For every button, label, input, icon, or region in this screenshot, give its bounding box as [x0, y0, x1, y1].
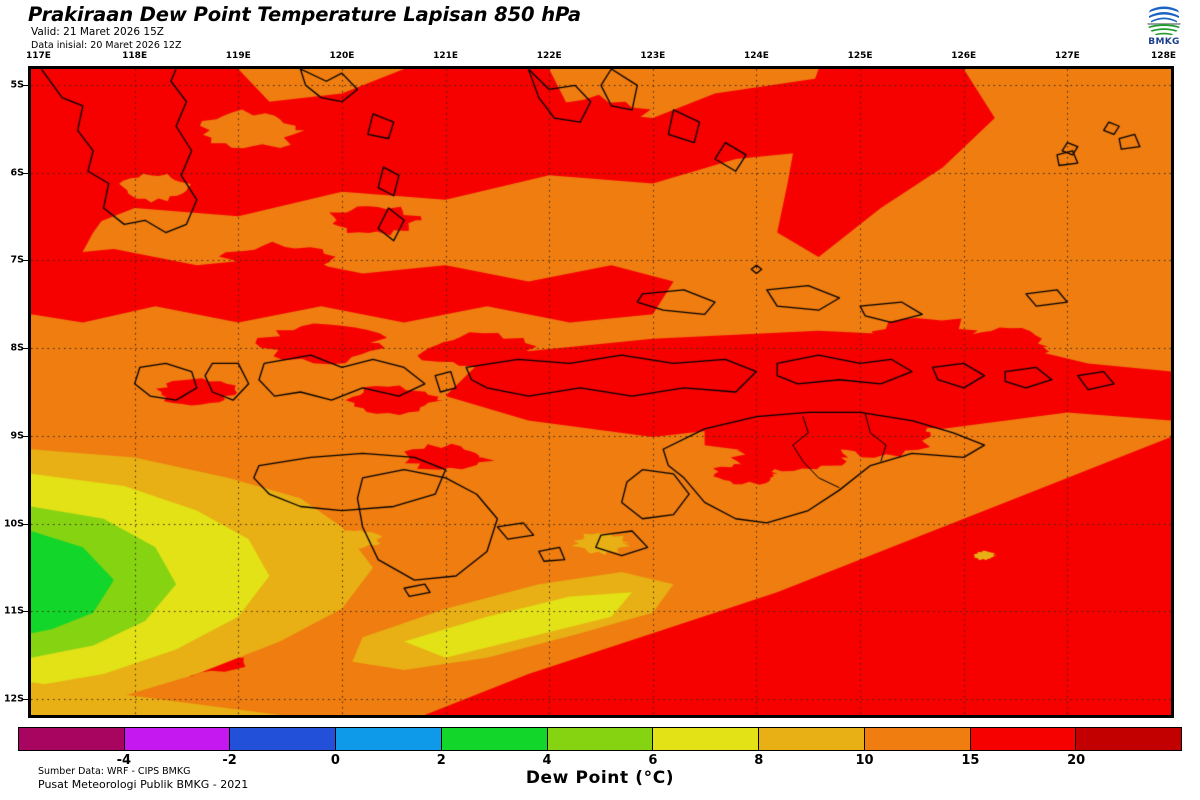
colorbar-tick-0: 0: [330, 753, 340, 768]
colorbar-tick-neg2: -2: [222, 753, 237, 768]
colorbar-segment-10: [1076, 728, 1182, 750]
lon-tick-117e: 117E: [26, 51, 51, 61]
bmkg-logo-icon: [1147, 3, 1181, 37]
lat-tick-11s: 11S: [3, 605, 24, 617]
initial-data-label: Data inisial: 20 Maret 2026 12Z: [31, 40, 182, 51]
colorbar-segment-1: [124, 728, 231, 750]
colorbar-segment-8: [864, 728, 971, 750]
header: Prakiraan Dew Point Temperature Lapisan …: [0, 0, 1200, 60]
lat-tick-mark: [22, 435, 28, 437]
lon-tick-124e: 124E: [743, 51, 769, 61]
colorbar-tick-2: 2: [436, 753, 446, 768]
bmkg-logo: BMKG: [1136, 2, 1192, 54]
lon-tick-120e: 120E: [329, 51, 355, 61]
colorbar-tick-15: 15: [961, 753, 980, 768]
map-contour-canvas: [31, 69, 1171, 715]
lon-tick-128e: 128E: [1151, 51, 1176, 61]
colorbar-segment-0: [19, 728, 125, 750]
lat-tick-6s: 6S: [10, 167, 24, 179]
lat-tick-9s: 9S: [10, 430, 24, 442]
colorbar-tick-10: 10: [855, 753, 874, 768]
colorbar-segment-9: [970, 728, 1077, 750]
colorbar-gradient: [18, 727, 1182, 751]
colorbar-tick-4: 4: [542, 753, 552, 768]
lat-tick-7s: 7S: [10, 254, 24, 266]
lon-tick-123e: 123E: [640, 51, 666, 61]
lat-tick-mark: [22, 523, 28, 525]
colorbar-tick-20: 20: [1067, 753, 1086, 768]
lat-tick-5s: 5S: [10, 79, 24, 91]
lat-tick-12s: 12S: [3, 693, 24, 705]
lon-tick-125e: 125E: [847, 51, 873, 61]
lat-tick-mark: [22, 85, 28, 86]
lat-tick-10s: 10S: [3, 518, 24, 530]
page-title: Prakiraan Dew Point Temperature Lapisan …: [28, 3, 581, 26]
colorbar-tick-neg4: -4: [116, 753, 132, 768]
valid-time-label: Valid: 21 Maret 2026 15Z: [31, 26, 164, 38]
credits: Sumber Data: WRF - CIPS BMKG Pusat Meteo…: [38, 765, 248, 792]
lat-tick-mark: [22, 611, 28, 613]
lon-tick-122e: 122E: [536, 51, 562, 61]
colorbar-segment-6: [653, 728, 760, 750]
lat-tick-mark: [22, 260, 28, 262]
colorbar: -4 -2 0 2 4 6 8 10 15 20: [18, 727, 1182, 768]
bmkg-logo-text: BMKG: [1148, 37, 1180, 47]
lon-tick-121e: 121E: [433, 51, 458, 61]
publisher-label: Pusat Meteorologi Publik BMKG - 2021: [38, 778, 249, 791]
lat-tick-mark: [22, 348, 28, 350]
colorbar-segment-4: [441, 728, 548, 750]
lon-tick-126e: 126E: [951, 51, 977, 61]
lon-tick-127e: 127E: [1054, 51, 1080, 61]
lat-tick-8s: 8S: [10, 342, 24, 354]
colorbar-label: Dew Point (°C): [525, 768, 675, 788]
lon-tick-119e: 119E: [225, 51, 251, 61]
lat-tick-mark: [22, 699, 28, 700]
colorbar-segment-2: [230, 728, 337, 750]
lat-tick-mark: [22, 172, 28, 174]
colorbar-segment-5: [547, 728, 654, 750]
colorbar-tick-8: 8: [754, 753, 764, 768]
colorbar-segment-3: [336, 728, 442, 750]
colorbar-tick-6: 6: [648, 753, 658, 768]
colorbar-segment-7: [759, 728, 865, 750]
lon-tick-118e: 118E: [122, 51, 148, 61]
dew-point-contour-map[interactable]: [28, 66, 1174, 718]
data-source-label: Sumber Data: WRF - CIPS BMKG: [38, 766, 191, 777]
